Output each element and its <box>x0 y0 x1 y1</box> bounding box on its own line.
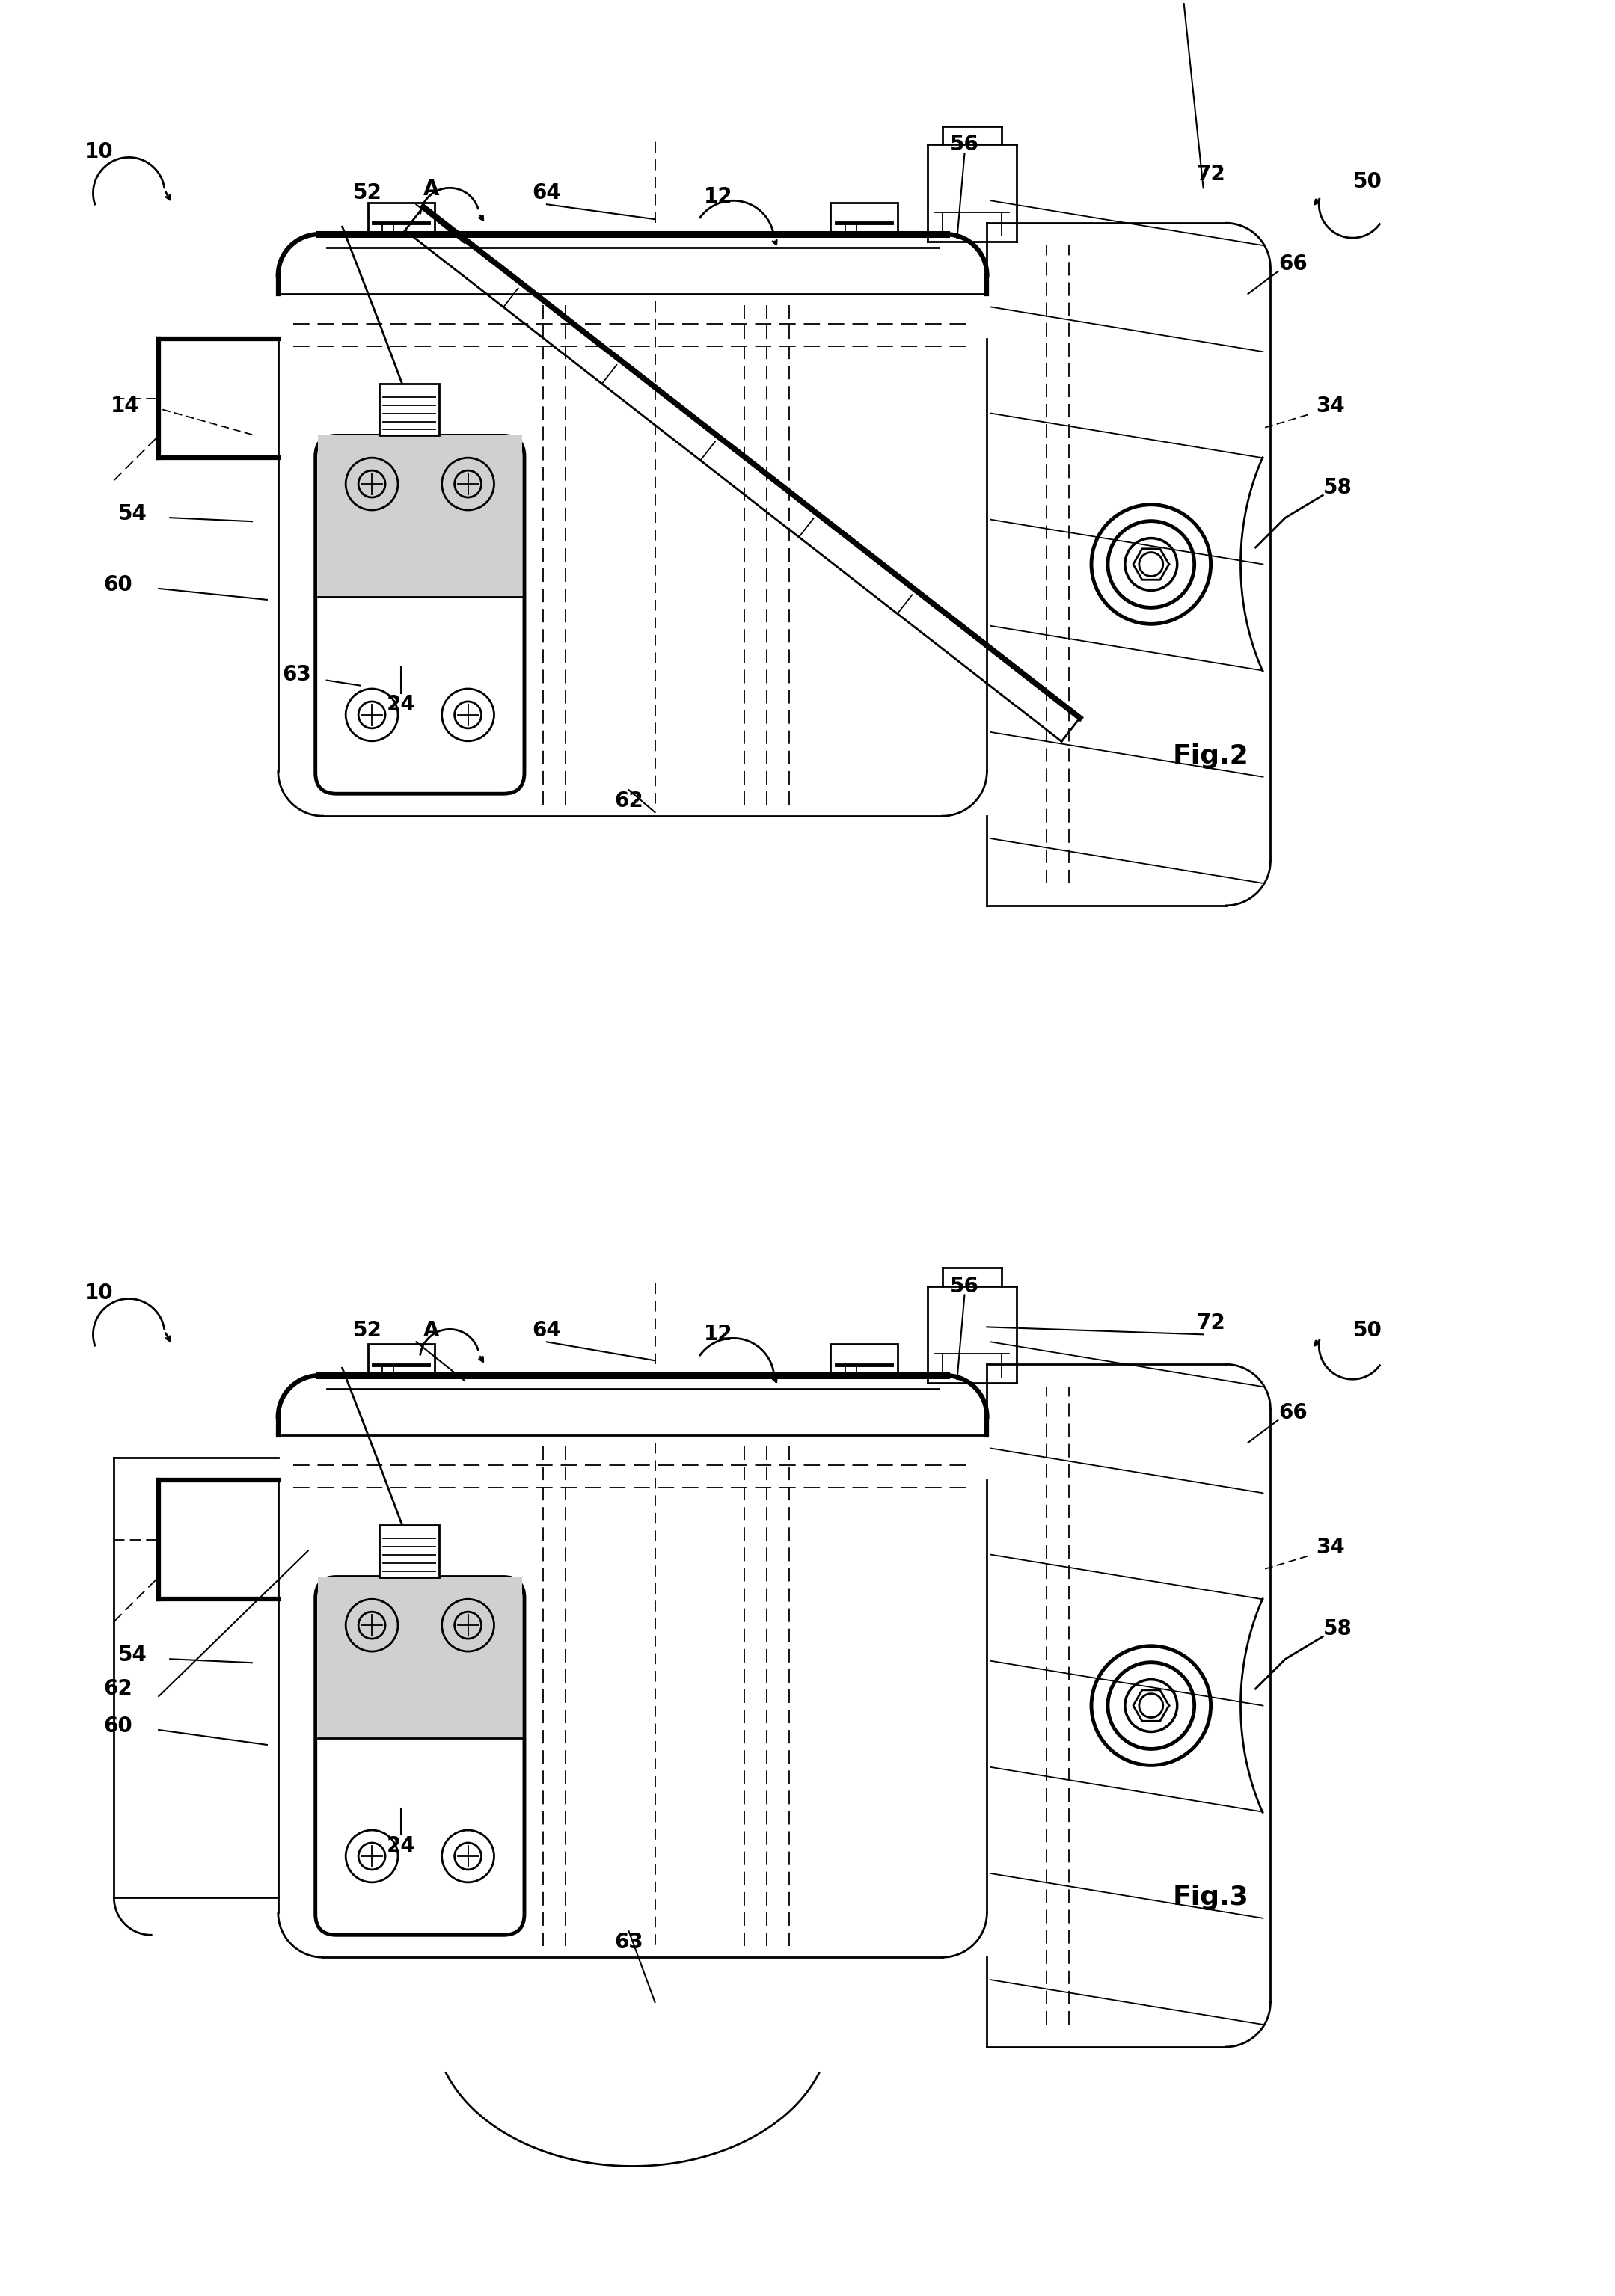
Text: 50: 50 <box>1353 172 1382 193</box>
Text: Fig.2: Fig.2 <box>1172 744 1248 769</box>
Text: Fig.3: Fig.3 <box>1172 1885 1248 1910</box>
Text: 54: 54 <box>118 503 147 523</box>
Text: 24: 24 <box>386 1835 415 1855</box>
Text: 56: 56 <box>950 133 979 156</box>
Text: 72: 72 <box>1197 163 1226 186</box>
Text: 12: 12 <box>704 186 733 207</box>
Text: 64: 64 <box>533 184 562 204</box>
Text: 62: 62 <box>103 1678 132 1699</box>
Text: 63: 63 <box>614 1931 643 1954</box>
Text: 66: 66 <box>1279 253 1307 276</box>
Bar <box>318 1577 522 1738</box>
Text: 58: 58 <box>1323 1619 1352 1639</box>
Text: 66: 66 <box>1279 1403 1307 1424</box>
Text: 62: 62 <box>614 790 643 810</box>
Bar <box>380 383 439 436</box>
Bar <box>368 202 434 234</box>
Text: 56: 56 <box>950 1277 979 1297</box>
Bar <box>368 1343 434 1375</box>
Bar <box>318 436 522 597</box>
Text: 52: 52 <box>354 184 383 204</box>
Text: 60: 60 <box>103 574 132 595</box>
Text: 34: 34 <box>1316 395 1345 416</box>
Bar <box>380 1525 439 1577</box>
Text: 63: 63 <box>283 664 312 684</box>
Bar <box>830 1343 898 1375</box>
Text: 58: 58 <box>1323 478 1352 498</box>
Text: 34: 34 <box>1316 1536 1345 1557</box>
Text: 10: 10 <box>84 142 113 163</box>
Text: 72: 72 <box>1197 1313 1226 1334</box>
Text: 10: 10 <box>84 1283 113 1304</box>
Text: 50: 50 <box>1353 1320 1382 1341</box>
Text: A: A <box>423 179 439 200</box>
Text: A: A <box>423 1320 439 1341</box>
Bar <box>830 202 898 234</box>
Text: 60: 60 <box>103 1715 132 1736</box>
Text: 52: 52 <box>354 1320 383 1341</box>
Text: 54: 54 <box>118 1644 147 1665</box>
Text: 14: 14 <box>111 395 139 416</box>
Text: 64: 64 <box>533 1320 562 1341</box>
Text: 12: 12 <box>704 1325 733 1345</box>
Text: 24: 24 <box>386 693 415 714</box>
